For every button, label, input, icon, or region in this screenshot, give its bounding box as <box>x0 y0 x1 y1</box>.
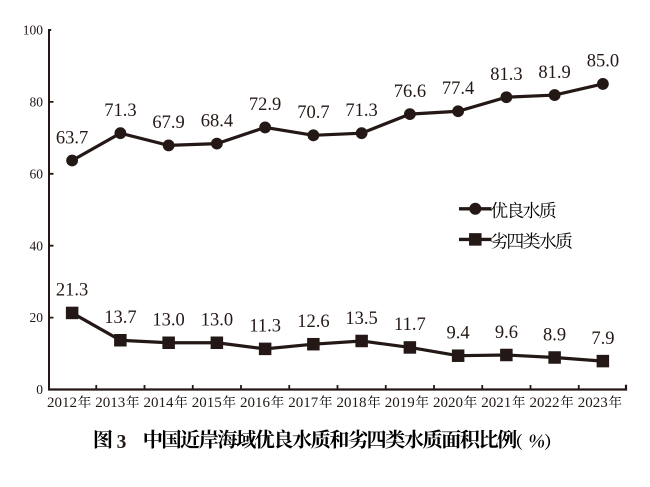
svg-text:7.9: 7.9 <box>591 329 614 349</box>
svg-text:60: 60 <box>30 166 44 181</box>
svg-text:8.9: 8.9 <box>543 325 566 345</box>
svg-text:72.9: 72.9 <box>249 95 281 115</box>
svg-text:2019: 2019 <box>385 395 415 411</box>
svg-text:9.4: 9.4 <box>447 324 470 344</box>
svg-text:9.6: 9.6 <box>495 323 518 343</box>
svg-text:63.7: 63.7 <box>56 128 88 148</box>
svg-text:2021: 2021 <box>481 395 511 411</box>
svg-text:2013: 2013 <box>95 395 125 411</box>
svg-text:81.3: 81.3 <box>490 65 522 85</box>
svg-text:11.7: 11.7 <box>394 315 426 335</box>
svg-text:71.3: 71.3 <box>104 101 136 121</box>
svg-text:2014: 2014 <box>144 395 175 411</box>
svg-text:2023: 2023 <box>578 395 608 411</box>
svg-text:67.9: 67.9 <box>152 113 184 133</box>
svg-text:13.0: 13.0 <box>152 311 184 331</box>
svg-text:12.6: 12.6 <box>297 312 329 332</box>
svg-text:100: 100 <box>23 23 44 38</box>
svg-text:13.5: 13.5 <box>345 309 377 329</box>
svg-text:68.4: 68.4 <box>201 111 233 131</box>
svg-text:70.7: 70.7 <box>297 103 329 123</box>
svg-text:3: 3 <box>117 432 127 453</box>
svg-text:13.0: 13.0 <box>201 311 233 331</box>
svg-text:21.3: 21.3 <box>56 281 88 301</box>
svg-text:2020: 2020 <box>433 395 463 411</box>
svg-text:40: 40 <box>30 238 44 253</box>
svg-text:20: 20 <box>30 310 44 325</box>
svg-text:85.0: 85.0 <box>587 52 619 72</box>
svg-text:2015: 2015 <box>192 395 222 411</box>
svg-text:81.9: 81.9 <box>538 63 570 83</box>
svg-text:0: 0 <box>36 382 43 397</box>
svg-text:11.3: 11.3 <box>249 317 281 337</box>
svg-text:13.7: 13.7 <box>104 308 136 328</box>
svg-text:2022: 2022 <box>530 395 560 411</box>
svg-text:2016: 2016 <box>240 395 271 411</box>
svg-text:77.4: 77.4 <box>442 79 474 99</box>
svg-text:2012: 2012 <box>47 395 77 411</box>
svg-text:80: 80 <box>30 95 44 110</box>
svg-text:76.6: 76.6 <box>394 82 426 102</box>
svg-text:2017: 2017 <box>288 395 319 411</box>
svg-text:2018: 2018 <box>337 395 367 411</box>
svg-text:71.3: 71.3 <box>345 101 377 121</box>
